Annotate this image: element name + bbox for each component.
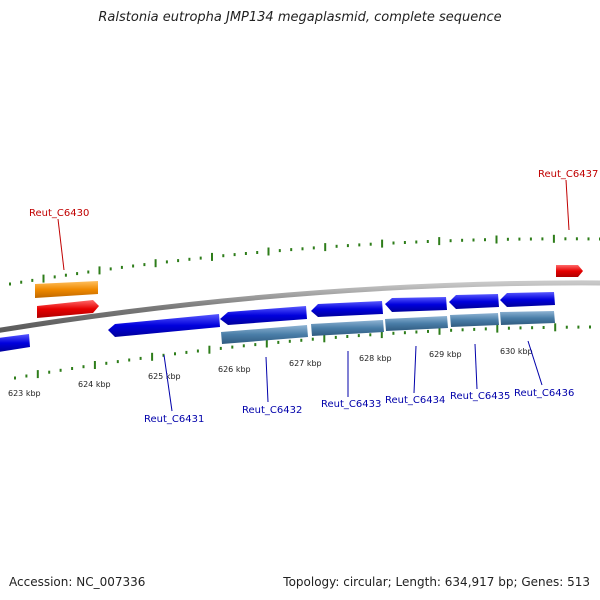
label-reut-c6435[interactable]: Reut_C6435 — [450, 391, 510, 402]
gene-reut-c6432-arrow[interactable] — [220, 306, 307, 325]
gene-reut-c6436-arrow[interactable] — [500, 292, 555, 307]
summary-text: Topology: circular; Length: 634,917 bp; … — [283, 575, 590, 589]
ruler-label: 628 kbp — [359, 354, 392, 363]
gene-reut-c6430-arrow[interactable] — [37, 300, 99, 318]
gene-left-partial[interactable] — [0, 334, 30, 352]
leader-reut-c6435 — [474, 343, 478, 390]
ruler-label: 627 kbp — [289, 359, 322, 368]
leader-reut-c6431 — [163, 354, 173, 412]
label-reut-c6431[interactable]: Reut_C6431 — [144, 414, 204, 425]
feature-steel-1[interactable] — [221, 325, 308, 344]
feature-steel-5[interactable] — [500, 311, 555, 325]
leader-reut-c6430 — [57, 218, 65, 271]
label-reut-c6433[interactable]: Reut_C6433 — [321, 399, 381, 410]
ruler-label: 626 kbp — [218, 365, 251, 374]
ruler-label: 624 kbp — [78, 380, 111, 389]
ruler-label: 629 kbp — [429, 350, 462, 359]
leader-reut-c6436 — [527, 340, 543, 386]
leader-reut-c6434 — [413, 345, 417, 394]
ruler-label: 625 kbp — [148, 372, 181, 381]
outer-ticks — [9, 234, 600, 286]
label-reut-c6437[interactable]: Reut_C6437 — [538, 169, 598, 180]
label-reut-c6434[interactable]: Reut_C6434 — [385, 395, 445, 406]
feature-steel-4[interactable] — [450, 313, 499, 327]
accession-text: Accession: NC_007336 — [9, 575, 146, 589]
gene-reut-c6431-arrow[interactable] — [108, 314, 220, 337]
gene-reut-c6437-arrow[interactable] — [556, 265, 583, 277]
ruler-label: 630 kbp — [500, 347, 533, 356]
leader-reut-c6432 — [265, 356, 269, 403]
gene-reut-c6435-arrow[interactable] — [449, 294, 499, 309]
ruler-label: 623 kbp — [8, 389, 41, 398]
gene-reut-c6433-arrow[interactable] — [311, 301, 383, 317]
ruler-labels: 623 kbp 624 kbp 625 kbp 626 kbp 627 kbp 628 k… — [8, 347, 533, 398]
feature-steel-3[interactable] — [385, 316, 448, 331]
gene-orange-block[interactable] — [35, 281, 98, 298]
gene-reut-c6434-arrow[interactable] — [385, 297, 447, 312]
label-reut-c6436[interactable]: Reut_C6436 — [514, 388, 574, 399]
label-reut-c6430[interactable]: Reut_C6430 — [29, 208, 89, 219]
map-title: Ralstonia eutropha JMP134 megaplasmid, c… — [98, 10, 502, 25]
label-reut-c6432[interactable]: Reut_C6432 — [242, 405, 302, 416]
leader-reut-c6437 — [565, 179, 570, 231]
feature-steel-2[interactable] — [311, 320, 384, 336]
plasmid-backbone — [0, 280, 600, 333]
